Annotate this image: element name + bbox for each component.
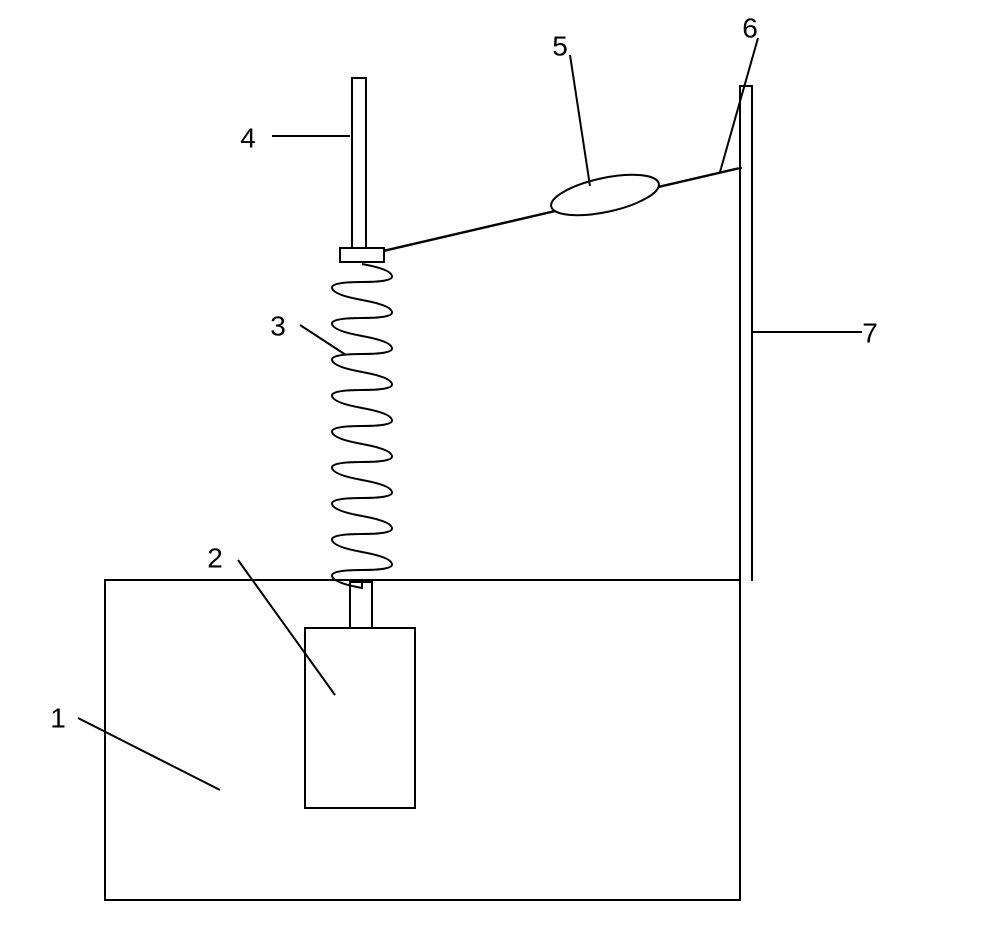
leader-line-1	[78, 718, 220, 790]
spring-coil	[332, 264, 392, 588]
leader-line-5	[570, 55, 590, 186]
diagram-canvas: 1 2 3 4 5 6 7	[0, 0, 1000, 930]
arm-ellipse	[548, 167, 663, 223]
label-1: 1	[50, 702, 66, 733]
spring-cap	[340, 248, 384, 262]
label-4: 4	[240, 122, 256, 153]
label-5: 5	[552, 30, 568, 61]
inner-connector	[350, 582, 372, 628]
label-7: 7	[862, 317, 878, 348]
right-rod	[740, 86, 752, 580]
label-6: 6	[742, 12, 758, 43]
arm-bottom-edge	[364, 168, 738, 255]
label-3: 3	[270, 310, 286, 341]
left-rod	[352, 78, 366, 248]
inner-box	[305, 628, 415, 808]
base-box	[105, 580, 740, 900]
label-2: 2	[207, 542, 223, 573]
